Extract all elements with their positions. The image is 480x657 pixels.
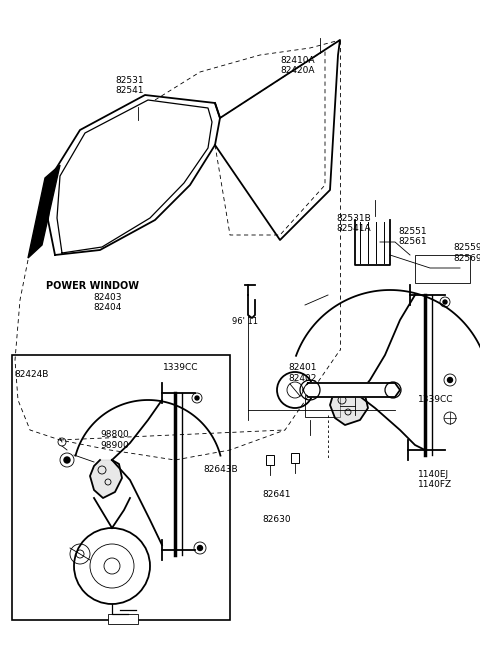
Text: 82643B: 82643B: [203, 465, 238, 474]
Bar: [266, 455, 274, 465]
Text: 1140EJ
1140FZ: 1140EJ 1140FZ: [418, 470, 452, 489]
Bar: [108, 614, 138, 624]
Text: 82410A
82420A: 82410A 82420A: [280, 56, 315, 76]
Text: 82551
82561: 82551 82561: [398, 227, 427, 246]
Circle shape: [64, 457, 70, 463]
Text: 82559
82569: 82559 82569: [454, 243, 480, 263]
Circle shape: [197, 545, 203, 551]
Circle shape: [305, 385, 315, 395]
Polygon shape: [330, 390, 368, 425]
Polygon shape: [90, 460, 122, 498]
Circle shape: [195, 396, 199, 400]
Text: POWER WINDOW: POWER WINDOW: [46, 281, 139, 291]
Text: 82531B
82541A: 82531B 82541A: [336, 214, 371, 233]
Bar: [305, 395, 340, 417]
Text: 1339CC: 1339CC: [418, 395, 453, 404]
Text: 82641: 82641: [262, 489, 291, 499]
Circle shape: [443, 300, 447, 304]
Polygon shape: [303, 383, 400, 397]
Circle shape: [447, 378, 453, 382]
Bar: [415, 255, 470, 283]
Text: 82403
82404: 82403 82404: [94, 292, 122, 312]
Bar: [291, 453, 299, 463]
Text: 82531
82541: 82531 82541: [115, 76, 144, 95]
Text: 96' 11: 96' 11: [232, 317, 258, 327]
Text: 98800
98900: 98800 98900: [101, 430, 130, 450]
Text: 82424B: 82424B: [14, 370, 49, 379]
Polygon shape: [28, 165, 60, 258]
Bar: [12, 355, 230, 620]
Text: 1339CC: 1339CC: [163, 363, 199, 373]
Text: 82630: 82630: [262, 514, 291, 524]
Text: 82401
82402: 82401 82402: [288, 363, 317, 383]
